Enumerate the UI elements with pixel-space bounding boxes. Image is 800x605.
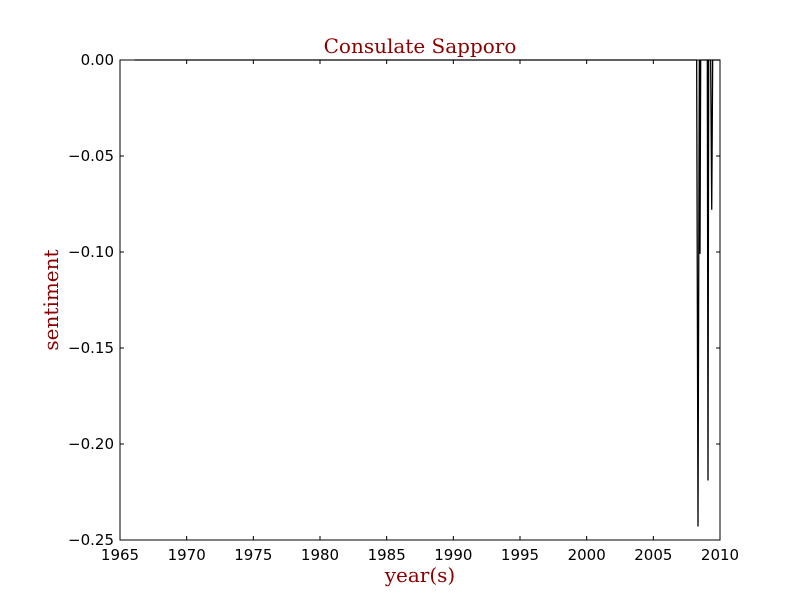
x-tick-label: 2005 <box>634 546 672 564</box>
y-axis-label: sentiment <box>39 249 63 350</box>
x-tick-label: 1975 <box>234 546 272 564</box>
series-line <box>134 59 720 527</box>
x-tick-label: 1980 <box>301 546 339 564</box>
x-tick-label: 1985 <box>368 546 406 564</box>
x-axis-label: year(s) <box>384 563 456 587</box>
chart-title: Consulate Sapporo <box>324 34 517 58</box>
x-tick-label: 1990 <box>434 546 472 564</box>
x-tick-label: 1965 <box>101 546 139 564</box>
y-tick-label: −0.25 <box>68 531 114 549</box>
y-tick-label: −0.20 <box>68 435 114 453</box>
plot-area-frame <box>119 59 721 541</box>
x-tick-label: 1995 <box>501 546 539 564</box>
x-tick-label: 2010 <box>701 546 739 564</box>
y-tick-label: −0.15 <box>68 339 114 357</box>
x-tick-label: 1970 <box>168 546 206 564</box>
y-tick-label: 0.00 <box>81 51 114 69</box>
x-tick-label: 2000 <box>568 546 606 564</box>
y-tick-label: −0.10 <box>68 243 114 261</box>
y-tick-label: −0.05 <box>68 147 114 165</box>
